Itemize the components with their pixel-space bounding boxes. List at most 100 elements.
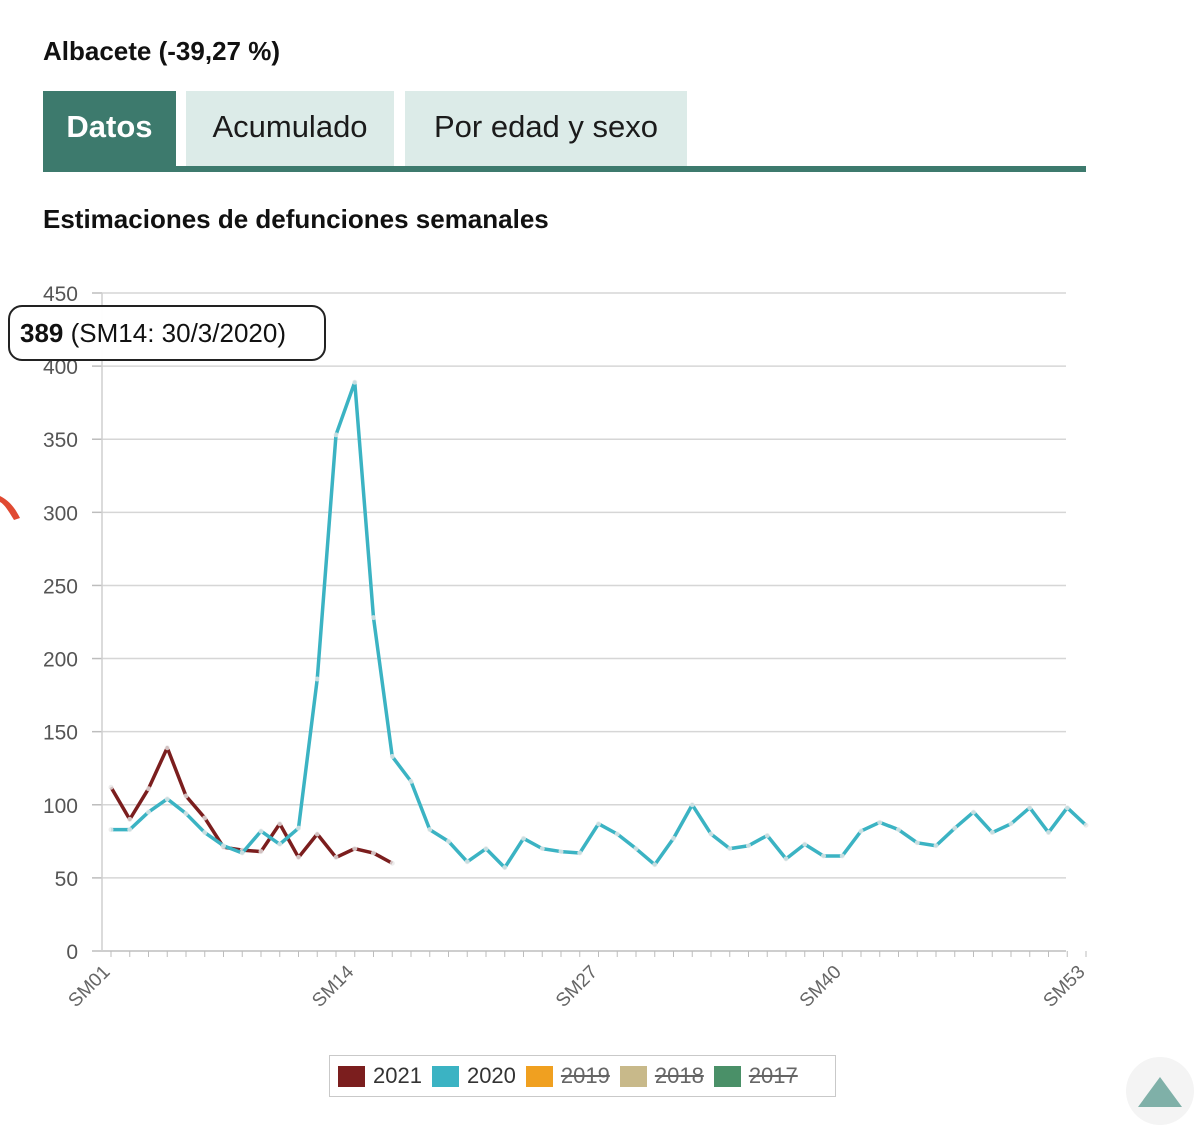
data-point-2020	[521, 835, 526, 841]
data-point-2020	[464, 859, 470, 865]
legend-swatch-2017	[713, 1065, 741, 1087]
legend-item-2018[interactable]: 2018	[619, 1063, 704, 1089]
data-point-2021	[296, 854, 301, 860]
tab-bar: Datos Acumulado Por edad y sexo	[43, 91, 1086, 172]
data-point-2020	[558, 849, 564, 855]
data-point-2020	[202, 830, 208, 836]
data-point-2021	[314, 831, 320, 837]
page-title: Albacete (-39,27 %)	[43, 36, 280, 66]
data-point-2020	[989, 830, 995, 836]
data-point-2020	[802, 841, 808, 847]
data-point-2020	[952, 825, 958, 831]
data-point-2020	[1064, 805, 1070, 811]
tooltip-detail: (SM14: 30/3/2020)	[70, 318, 286, 348]
legend-label-2019: 2019	[560, 1063, 610, 1088]
data-point-2020	[764, 832, 770, 838]
data-point-2021	[108, 784, 114, 790]
legend-swatch-2018	[619, 1065, 647, 1087]
data-point-2020	[352, 379, 358, 385]
data-point-2020	[933, 843, 939, 849]
data-point-2020	[183, 811, 189, 817]
chart-tooltip: 389 (SM14: 30/3/2020)	[8, 305, 326, 361]
x-tick-label: SM40	[796, 962, 846, 1012]
data-point-2020	[408, 778, 414, 784]
data-point-2020	[539, 846, 545, 852]
data-point-2020	[146, 809, 151, 815]
data-point-2020	[258, 828, 264, 834]
data-point-2021	[389, 860, 395, 866]
data-point-2020	[1027, 805, 1033, 811]
tooltip-value: 389	[20, 318, 64, 348]
data-point-2020	[333, 432, 339, 438]
arrow-up-icon	[1138, 1077, 1182, 1107]
data-point-2021	[352, 846, 358, 852]
y-tick-label: 450	[43, 283, 78, 306]
legend-item-2020[interactable]: 2020	[431, 1063, 516, 1089]
data-point-2020	[821, 853, 826, 859]
data-point-2020	[971, 809, 976, 815]
data-point-2020	[914, 840, 920, 846]
x-tick-label: SM14	[308, 961, 358, 1011]
data-point-2020	[221, 843, 226, 849]
x-tick-label: SM53	[1040, 962, 1090, 1012]
data-point-2021	[164, 745, 170, 751]
data-point-2021	[202, 815, 208, 821]
x-tick-label: SM01	[65, 962, 115, 1012]
data-point-2020	[633, 846, 639, 852]
legend-item-2019[interactable]: 2019	[525, 1063, 610, 1089]
series-line-2020	[111, 380, 1088, 870]
chart-legend: 2021 2020 2019 2018 2017	[329, 1055, 836, 1097]
data-point-2020	[727, 846, 733, 852]
x-tick-label: SM27	[552, 962, 602, 1012]
y-tick-label: 400	[43, 356, 78, 379]
y-tick-label: 350	[43, 429, 78, 452]
legend-item-2021[interactable]: 2021	[338, 1063, 422, 1089]
data-point-2020	[371, 615, 376, 621]
data-point-2020	[296, 825, 301, 831]
data-point-2021	[258, 849, 264, 855]
data-point-2020	[689, 802, 695, 808]
data-point-2020	[783, 856, 789, 862]
data-point-2021	[277, 821, 283, 827]
data-point-2020	[652, 862, 658, 868]
data-point-2020	[239, 850, 245, 856]
data-point-2020	[164, 796, 170, 802]
tab-por-edad-y-sexo[interactable]: Por edad y sexo	[405, 91, 687, 166]
data-point-2020	[1046, 830, 1051, 836]
tab-datos[interactable]: Datos	[43, 91, 176, 166]
data-point-2020	[483, 846, 489, 852]
tab-acumulado[interactable]: Acumulado	[186, 91, 394, 166]
data-point-2020	[314, 676, 320, 682]
legend-swatch-2021	[338, 1065, 365, 1087]
data-point-2020	[127, 827, 133, 833]
legend-label-2017: 2017	[748, 1063, 798, 1088]
legend-label-2021: 2021	[373, 1063, 422, 1088]
chart-title: Estimaciones de defunciones semanales	[43, 204, 549, 234]
y-tick-label: 200	[43, 649, 78, 672]
data-point-2020	[671, 835, 676, 841]
series-line-2021	[109, 746, 394, 865]
data-point-2020	[1008, 821, 1014, 827]
y-tick-label: 250	[43, 575, 78, 598]
legend-label-2018: 2018	[654, 1063, 704, 1088]
data-point-2021	[127, 816, 133, 822]
data-point-2020	[708, 831, 714, 837]
data-point-2020	[858, 828, 864, 834]
y-tick-label: 100	[43, 795, 78, 818]
tab-bar-underline	[43, 166, 1086, 172]
y-tick-label: 50	[55, 868, 78, 891]
legend-label-2020: 2020	[466, 1063, 516, 1088]
data-point-2021	[183, 793, 189, 799]
y-tick-label: 150	[43, 722, 78, 745]
legend-swatch-2020	[431, 1065, 459, 1087]
scroll-to-top-button[interactable]	[1126, 1057, 1194, 1125]
data-point-2020	[446, 838, 451, 844]
legend-item-2017[interactable]: 2017	[713, 1063, 798, 1089]
data-point-2021	[146, 786, 151, 792]
data-point-2020	[108, 827, 114, 833]
y-tick-label: 0	[66, 941, 78, 964]
data-point-2020	[839, 853, 845, 859]
data-point-2020	[277, 841, 283, 847]
data-point-2020	[427, 827, 433, 833]
